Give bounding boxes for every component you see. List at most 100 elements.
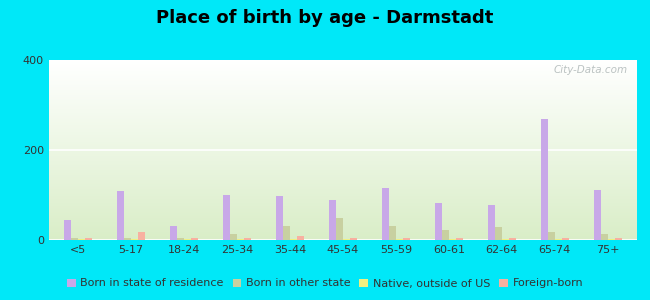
Bar [223, 195, 230, 240]
Bar [49, 236, 637, 237]
Bar [49, 231, 637, 232]
Bar [49, 145, 637, 146]
Bar [49, 194, 637, 195]
Bar [49, 125, 637, 126]
Bar [49, 70, 637, 71]
Bar [49, 64, 637, 65]
Bar [49, 118, 637, 119]
Bar [49, 159, 637, 160]
Bar [49, 224, 637, 225]
Bar [49, 171, 637, 172]
Bar [276, 196, 283, 240]
Bar [49, 207, 637, 208]
Bar [49, 143, 637, 144]
Bar [403, 238, 410, 240]
Bar [138, 232, 145, 240]
Bar [49, 102, 637, 103]
Bar [49, 238, 637, 239]
Bar [548, 232, 555, 240]
Bar [615, 238, 621, 240]
Bar [49, 132, 637, 133]
Bar [49, 239, 637, 240]
Bar [49, 215, 637, 216]
Bar [49, 227, 637, 228]
Bar [49, 167, 637, 168]
Bar [49, 60, 637, 61]
Bar [49, 96, 637, 97]
Bar [608, 239, 615, 240]
Bar [49, 134, 637, 135]
Bar [49, 222, 637, 223]
Bar [49, 205, 637, 206]
Bar [49, 232, 637, 233]
Bar [49, 116, 637, 117]
Bar [562, 238, 569, 240]
Bar [49, 114, 637, 115]
Bar [117, 190, 124, 240]
Bar [49, 66, 637, 67]
Bar [49, 189, 637, 190]
Bar [495, 227, 502, 240]
Bar [389, 226, 396, 240]
Bar [49, 109, 637, 110]
Bar [49, 174, 637, 175]
Bar [601, 234, 608, 240]
Bar [49, 63, 637, 64]
Bar [49, 115, 637, 116]
Bar [49, 99, 637, 100]
Text: Place of birth by age - Darmstadt: Place of birth by age - Darmstadt [156, 9, 494, 27]
Bar [49, 181, 637, 182]
Bar [49, 147, 637, 148]
Bar [170, 226, 177, 240]
Bar [49, 84, 637, 85]
Bar [49, 130, 637, 131]
Bar [49, 180, 637, 181]
Bar [49, 97, 637, 98]
Bar [49, 119, 637, 120]
Bar [49, 62, 637, 63]
Bar [49, 101, 637, 102]
Bar [49, 187, 637, 188]
Bar [49, 191, 637, 192]
Bar [49, 129, 637, 130]
Bar [49, 221, 637, 222]
Bar [124, 238, 131, 240]
Bar [49, 202, 637, 203]
Bar [49, 163, 637, 164]
Bar [49, 105, 637, 106]
Bar [49, 67, 637, 68]
Bar [49, 198, 637, 199]
Bar [49, 226, 637, 227]
Bar [343, 239, 350, 240]
Bar [49, 183, 637, 184]
Bar [49, 162, 637, 163]
Bar [49, 209, 637, 210]
Bar [350, 238, 357, 240]
Bar [49, 139, 637, 140]
Bar [488, 205, 495, 240]
Bar [49, 89, 637, 90]
Bar [49, 136, 637, 137]
Bar [49, 137, 637, 138]
Bar [49, 196, 637, 197]
Bar [49, 184, 637, 185]
Bar [49, 108, 637, 109]
Bar [49, 149, 637, 150]
Bar [49, 218, 637, 219]
Bar [49, 144, 637, 145]
Bar [49, 113, 637, 114]
Bar [396, 239, 403, 240]
Bar [49, 104, 637, 105]
Bar [49, 138, 637, 139]
Bar [184, 239, 191, 240]
Bar [49, 200, 637, 201]
Legend: Born in state of residence, Born in other state, Native, outside of US, Foreign-: Born in state of residence, Born in othe… [62, 274, 588, 293]
Bar [49, 88, 637, 89]
Bar [435, 203, 442, 240]
Bar [594, 190, 601, 240]
Bar [49, 168, 637, 169]
Bar [64, 220, 71, 240]
Bar [49, 95, 637, 96]
Bar [49, 178, 637, 179]
Bar [49, 142, 637, 143]
